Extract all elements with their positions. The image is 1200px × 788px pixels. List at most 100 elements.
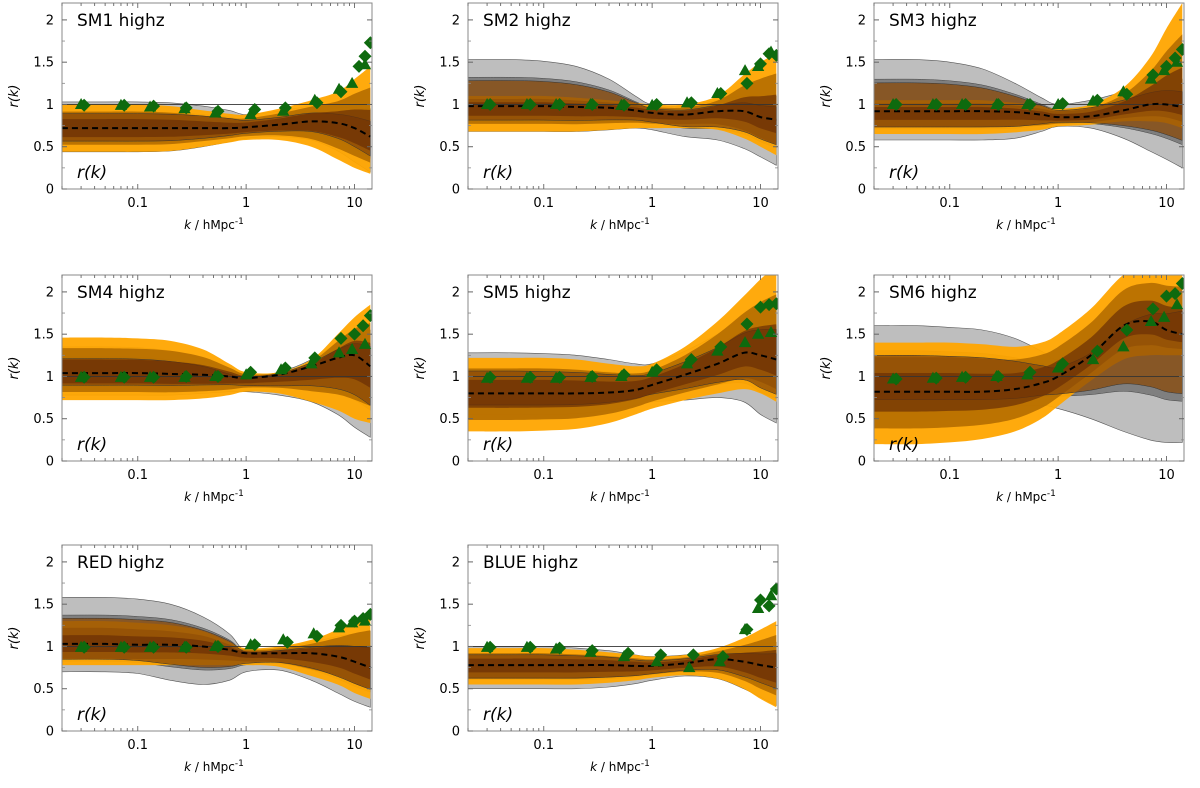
- diamond-marker: [754, 593, 768, 607]
- triangle-marker: [751, 601, 765, 613]
- diamond-marker: [1056, 357, 1070, 371]
- diamond-marker: [483, 370, 497, 384]
- x-tick-label: 0.1: [533, 196, 554, 211]
- y-tick-label: 2: [452, 13, 460, 28]
- diamond-marker: [585, 369, 599, 383]
- diamond-marker: [77, 98, 91, 112]
- diamond-marker: [334, 618, 348, 632]
- x-tick-label: 0.1: [127, 738, 148, 753]
- x-axis-label: k / hMpc-1: [996, 217, 1056, 232]
- triangle-marker: [1170, 298, 1184, 310]
- y-tick-label: 2: [858, 285, 866, 300]
- plot-area: [62, 36, 372, 174]
- triangle-marker: [345, 342, 359, 354]
- diamond-marker: [1146, 302, 1160, 316]
- diamond-marker: [714, 340, 728, 354]
- y-tick-label: 2: [452, 285, 460, 300]
- y-axis-label: r(k): [819, 84, 834, 107]
- diamond-marker: [363, 607, 372, 621]
- median-line: [874, 320, 1183, 393]
- chart-panel: 0 0.5 1 1.5 2 0.1 1 10 SM6 highz r(k) r(k) k / hMpc…: [819, 274, 1185, 504]
- panel-annotation: r(k): [77, 163, 107, 183]
- diamond-marker: [523, 97, 537, 111]
- y-tick-label: 1.5: [439, 598, 460, 613]
- diamond-marker: [1175, 276, 1184, 290]
- y-tick-label: 1: [858, 370, 866, 385]
- diamond-marker: [179, 640, 193, 654]
- median-line: [468, 105, 777, 121]
- y-tick-label: 1: [46, 370, 54, 385]
- y-tick-label: 0.5: [439, 412, 460, 427]
- plot-area: [468, 275, 778, 432]
- y-tick-label: 1: [452, 370, 460, 385]
- panel-title: BLUE highz: [483, 553, 578, 573]
- overlap-band-core: [468, 324, 777, 408]
- diamond-marker: [650, 363, 664, 377]
- panel-title: SM5 highz: [483, 283, 571, 303]
- diamond-marker: [769, 48, 778, 62]
- diamond-marker: [1023, 365, 1037, 379]
- y-axis-label: r(k): [413, 356, 428, 379]
- diamond-marker: [991, 369, 1005, 383]
- x-tick-label: 0.1: [533, 468, 554, 483]
- plot-frame: [61, 2, 373, 190]
- plot-frame: [61, 544, 373, 732]
- plot-frame: [61, 274, 373, 462]
- panel-annotation: r(k): [889, 163, 919, 183]
- y-tick-label: 1.5: [845, 56, 866, 71]
- y-tick-label: 2: [46, 13, 54, 28]
- triangle-marker: [1051, 361, 1065, 373]
- plot-area: [62, 596, 372, 708]
- diamond-marker: [1160, 59, 1174, 73]
- x-tick-label: 1: [648, 196, 656, 211]
- diamond-marker: [959, 370, 973, 384]
- diamond-marker: [684, 96, 698, 110]
- x-axis-label: k / hMpc-1: [996, 489, 1056, 504]
- y-axis-label: r(k): [819, 356, 834, 379]
- diamond-marker: [523, 370, 537, 384]
- x-tick-label: 10: [752, 738, 769, 753]
- diamond-marker: [617, 368, 631, 382]
- diamond-marker: [334, 331, 348, 345]
- y-tick-label: 1.5: [33, 328, 54, 343]
- diamond-marker: [621, 646, 635, 660]
- x-axis-label: k / hMpc-1: [590, 489, 650, 504]
- diamond-marker: [310, 629, 324, 643]
- x-axis-label: k / hMpc-1: [184, 217, 244, 232]
- y-tick-label: 0: [452, 725, 460, 740]
- chart-panel: 0 0.5 1 1.5 2 0.1 1 10 SM5 highz r(k) r(k) k / hMpc…: [413, 274, 779, 504]
- triangle-marker: [764, 589, 778, 601]
- diamond-marker: [211, 369, 225, 383]
- diamond-marker: [308, 351, 322, 365]
- x-tick-label: 0.1: [127, 196, 148, 211]
- chart-panel: 0 0.5 1 1.5 2 0.1 1 10 RED highz r(k) r(k) k / hMpc…: [7, 544, 373, 774]
- diamond-marker: [740, 623, 754, 637]
- triangle-marker: [244, 108, 257, 120]
- diamond-marker: [147, 99, 161, 113]
- y-tick-label: 1.5: [33, 56, 54, 71]
- y-axis-label: r(k): [413, 626, 428, 649]
- chart-panel: 0 0.5 1 1.5 2 0.1 1 10 BLUE highz r(k) r(k) k / hMp…: [413, 544, 779, 774]
- diamond-marker: [716, 650, 730, 664]
- diamond-marker: [714, 86, 728, 100]
- panel-annotation: r(k): [77, 435, 107, 455]
- diamond-marker: [358, 49, 372, 63]
- y-tick-label: 0: [858, 183, 866, 198]
- x-axis-label: k / hMpc-1: [590, 217, 650, 232]
- plot-frame: [873, 2, 1185, 190]
- y-tick-label: 0: [46, 455, 54, 470]
- x-tick-label: 0.1: [533, 738, 554, 753]
- y-tick-label: 0.5: [33, 140, 54, 155]
- y-tick-label: 0: [46, 725, 54, 740]
- y-tick-label: 1: [452, 98, 460, 113]
- plot-frame: [467, 544, 779, 732]
- panel-title: SM1 highz: [77, 11, 165, 31]
- x-tick-label: 1: [242, 468, 250, 483]
- y-tick-label: 0.5: [33, 682, 54, 697]
- plot-area: [62, 304, 372, 438]
- triangle-marker: [345, 76, 359, 88]
- triangle-marker: [305, 357, 318, 369]
- diamond-marker: [147, 640, 161, 654]
- y-tick-label: 0.5: [845, 412, 866, 427]
